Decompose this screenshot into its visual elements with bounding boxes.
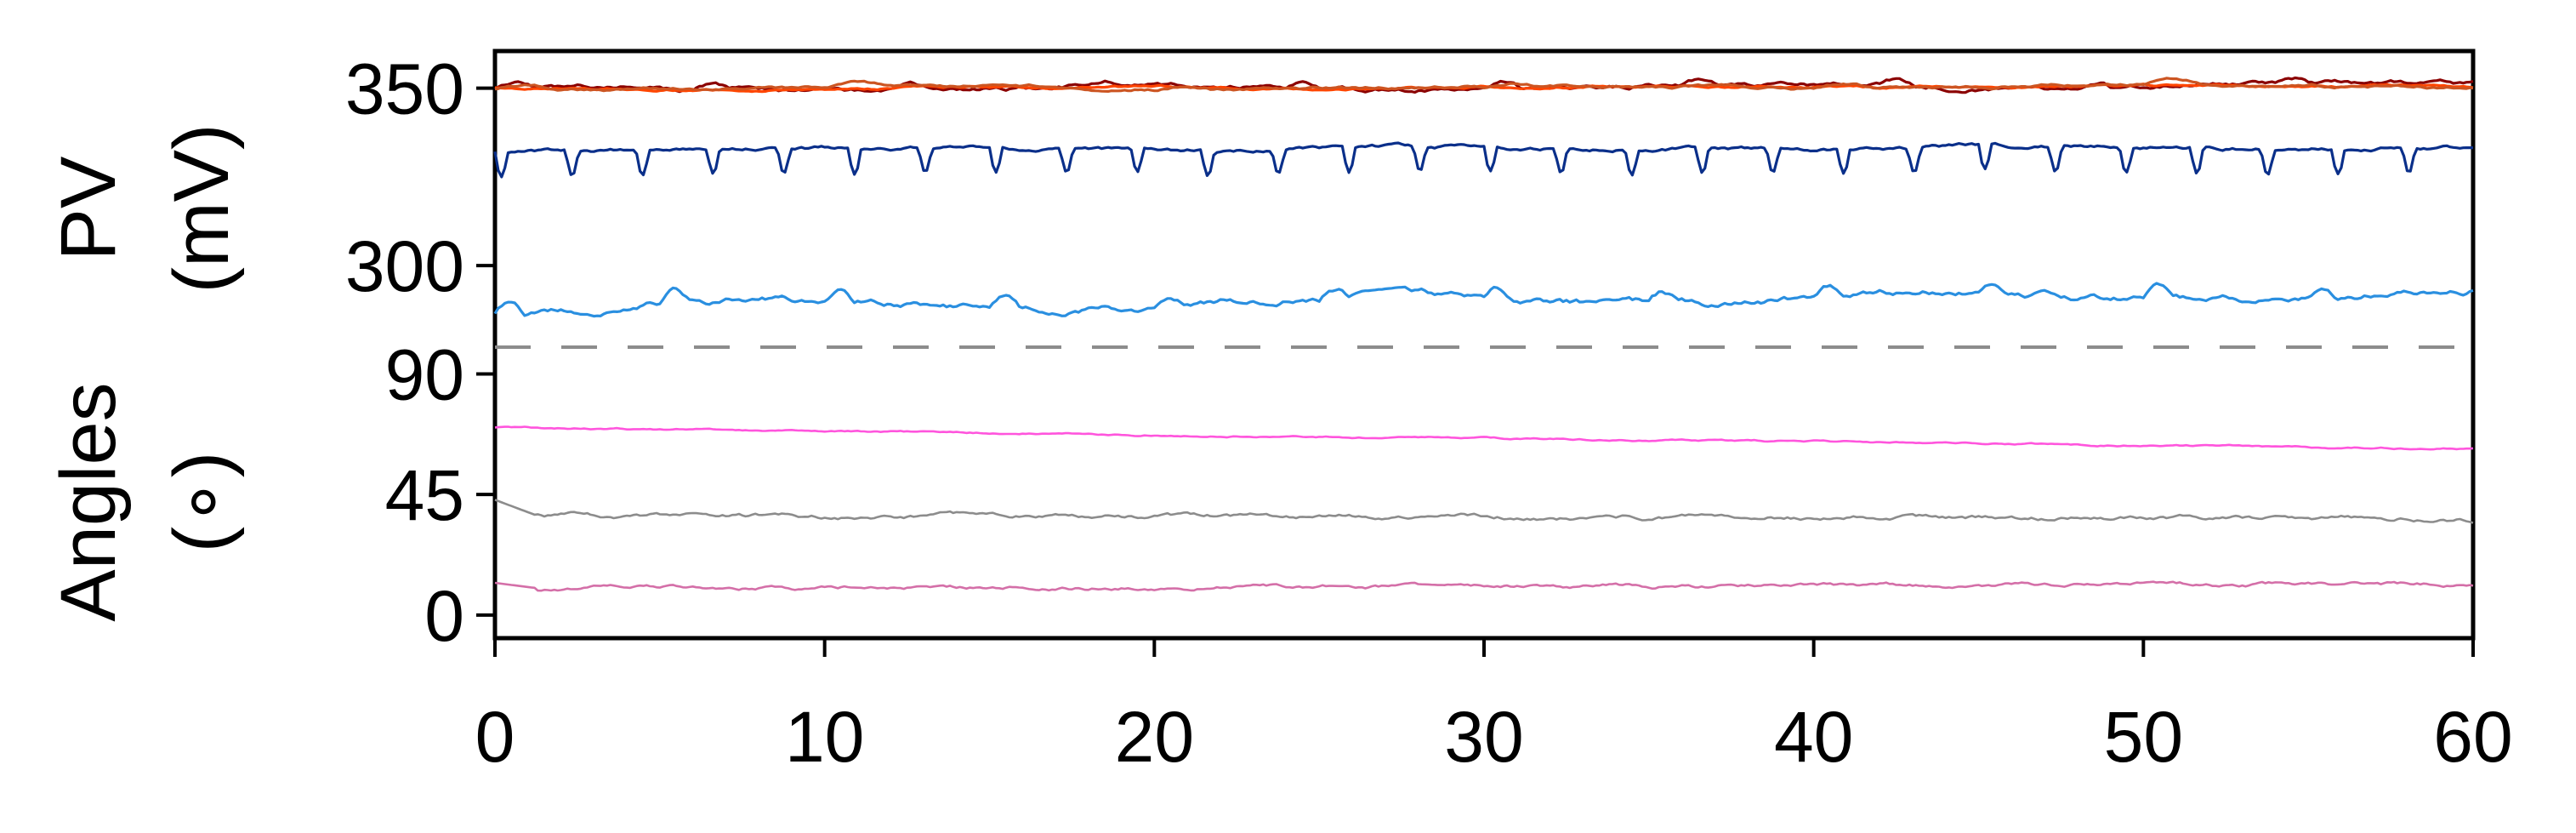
angles-ylabel-line2: (∘)	[158, 452, 245, 553]
angles-y-tick-label-0: 0	[424, 576, 464, 656]
x-tick-label-0: 0	[475, 697, 515, 777]
x-tick-label-50: 50	[2104, 697, 2183, 777]
angles-y-tick-label-45: 45	[385, 455, 464, 535]
angles-ylabel-line1: Angles	[45, 382, 132, 621]
x-tick-label-20: 20	[1115, 697, 1194, 777]
pv-y-tick-label-300: 300	[345, 226, 464, 306]
x-tick-label-30: 30	[1444, 697, 1523, 777]
pv-y-tick-label-350: 350	[345, 49, 464, 129]
pv-ylabel-line1: PV	[45, 157, 132, 261]
x-tick-label-10: 10	[785, 697, 864, 777]
x-tick-label-40: 40	[1774, 697, 1853, 777]
pv-series-line-4	[493, 282, 2474, 318]
angles-series-line-2	[494, 580, 2474, 592]
plot-frame	[492, 48, 2476, 641]
angles-y-tick-label-90: 90	[385, 334, 464, 414]
pv-series-line-2	[494, 77, 2474, 93]
angles-series-line-1	[494, 499, 2474, 524]
x-tick-label-60: 60	[2433, 697, 2512, 777]
pv-ylabel-line2: (mV)	[158, 123, 245, 293]
angles-series-line-0	[494, 425, 2474, 451]
pv-series-line-3	[493, 141, 2473, 179]
